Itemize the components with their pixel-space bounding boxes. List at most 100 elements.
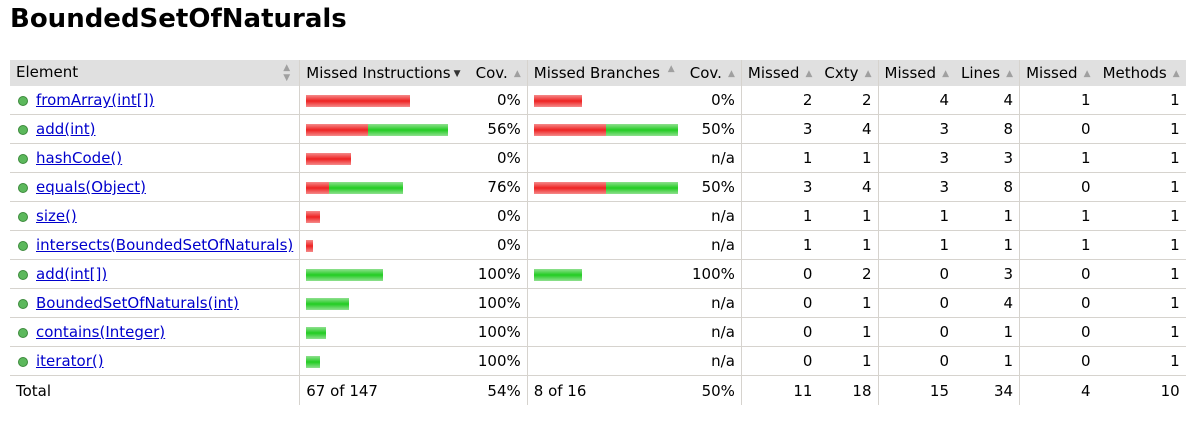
missed-methods-cell: 1	[1019, 201, 1097, 231]
header-missed-methods[interactable]: Missed ▲	[1019, 60, 1097, 86]
table-row: size() 0% n/a 1 1 1 1 1 1	[10, 201, 1186, 231]
instructions-cov: 0%	[469, 143, 528, 173]
cxty-cell: 4	[818, 114, 879, 144]
sort-icon: ▲	[1083, 68, 1091, 79]
header-methods[interactable]: Methods ▲	[1096, 60, 1186, 86]
cxty-cell: 1	[818, 288, 879, 318]
instructions-missed-segment	[306, 94, 411, 107]
method-link[interactable]: contains(Integer)	[36, 323, 166, 341]
instructions-coverage-bar	[306, 181, 404, 194]
missed-lines-cell: 3	[877, 143, 956, 173]
method-link[interactable]: equals(Object)	[36, 178, 146, 196]
methods-cell: 1	[1096, 259, 1186, 289]
method-link[interactable]: fromArray(int[])	[36, 91, 155, 109]
instructions-cov: 100%	[469, 288, 528, 318]
instructions-bar-cell	[299, 346, 470, 376]
header-lines[interactable]: Lines ▲	[955, 60, 1020, 86]
header-missed-branches-label: Missed Branches	[533, 64, 660, 82]
method-link[interactable]: hashCode()	[36, 149, 123, 167]
table-row: equals(Object) 76% 50% 3 4 3 8 0 1	[10, 172, 1186, 202]
lines-cell: 4	[955, 288, 1020, 318]
header-missed-instructions[interactable]: Missed Instructions ▼	[299, 60, 470, 86]
missed-lines-cell: 1	[877, 201, 956, 231]
instructions-cov: 0%	[469, 201, 528, 231]
branches-cov: 100%	[683, 259, 742, 289]
missed-lines-cell: 0	[877, 259, 956, 289]
method-link[interactable]: intersects(BoundedSetOfNaturals)	[36, 236, 294, 254]
table-row: hashCode() 0% n/a 1 1 3 3 1 1	[10, 143, 1186, 173]
header-cov-instructions[interactable]: Cov. ▲	[469, 60, 528, 86]
branches-missed-segment	[533, 94, 582, 107]
sort-icon: ▲	[727, 68, 735, 79]
instructions-coverage-bar	[306, 239, 314, 252]
missed-cxty-cell: 3	[740, 114, 819, 144]
header-cov-branches[interactable]: Cov. ▲	[683, 60, 742, 86]
coverage-table: Element ▲ ▼ Missed Instructions ▼ Cov. ▲ Mis…	[10, 60, 1186, 405]
total-label: Total	[16, 381, 52, 400]
methods-cell: 1	[1096, 172, 1186, 202]
total-cov1: 54%	[487, 381, 521, 400]
header-missed-branches[interactable]: Missed Branches ▲	[526, 60, 684, 86]
instructions-covered-segment	[306, 355, 321, 368]
total-cxty: 18	[852, 381, 872, 400]
branches-missed-segment	[533, 123, 606, 136]
sort-icon: ▲	[513, 68, 521, 79]
total-row: Total 67 of 147 54% 8 of 16 50% 11 18 15…	[10, 375, 1186, 405]
method-icon	[18, 269, 28, 280]
instructions-coverage-bar	[306, 94, 411, 107]
header-element[interactable]: Element ▲ ▼	[10, 60, 300, 86]
header-row: Element ▲ ▼ Missed Instructions ▼ Cov. ▲ Mis…	[10, 60, 1186, 86]
branches-bar-cell	[526, 346, 684, 376]
instructions-coverage-bar	[306, 297, 350, 310]
method-link[interactable]: size()	[36, 207, 77, 225]
missed-cxty-cell: 0	[740, 346, 819, 376]
missed-methods-cell: 0	[1019, 346, 1097, 376]
instructions-coverage-bar	[306, 210, 321, 223]
instructions-missed-segment	[306, 239, 314, 252]
instructions-bar-cell	[299, 288, 470, 318]
branches-bar-cell	[526, 86, 684, 115]
instructions-covered-segment	[306, 297, 350, 310]
header-missed-cxty-label: Missed	[747, 64, 800, 82]
cxty-cell: 2	[818, 86, 879, 115]
header-cxty[interactable]: Cxty ▲	[818, 60, 879, 86]
method-icon	[18, 211, 28, 222]
branches-coverage-bar	[533, 268, 582, 281]
branches-cov: n/a	[683, 317, 742, 347]
table-row: fromArray(int[]) 0% 0% 2 2 4 4 1 1	[10, 86, 1186, 115]
table-row: BoundedSetOfNaturals(int) 100% n/a 0 1 0 4 0 1	[10, 288, 1186, 318]
element-cell: size()	[10, 201, 300, 231]
branches-cov: n/a	[683, 143, 742, 173]
instructions-missed-segment	[306, 210, 321, 223]
branches-coverage-bar	[533, 123, 678, 136]
sort-icon: ▲ ▼	[283, 63, 291, 83]
header-missed-lines[interactable]: Missed ▲	[877, 60, 956, 86]
instructions-bar-cell	[299, 259, 470, 289]
header-lines-label: Lines	[961, 64, 1001, 82]
branches-cov: n/a	[683, 346, 742, 376]
method-link[interactable]: add(int)	[36, 120, 96, 138]
method-icon	[18, 153, 28, 164]
method-icon	[18, 124, 28, 135]
method-link[interactable]: BoundedSetOfNaturals(int)	[36, 294, 239, 312]
missed-lines-cell: 3	[877, 172, 956, 202]
instructions-missed-segment	[306, 123, 369, 136]
instructions-cov: 100%	[469, 317, 528, 347]
method-link[interactable]: add(int[])	[36, 265, 108, 283]
header-missed-methods-label: Missed	[1026, 64, 1078, 82]
sort-icon: ▲	[667, 64, 675, 74]
element-cell: BoundedSetOfNaturals(int)	[10, 288, 300, 318]
sort-icon: ▲	[1006, 68, 1014, 79]
branches-bar-cell	[526, 201, 684, 231]
branches-covered-segment	[605, 123, 678, 136]
total-missed-methods: 4	[1019, 375, 1097, 405]
header-missed-cxty[interactable]: Missed ▲	[740, 60, 819, 86]
branches-cov: n/a	[683, 201, 742, 231]
lines-cell: 8	[955, 172, 1020, 202]
header-cxty-label: Cxty	[824, 64, 859, 82]
branches-covered-segment	[605, 181, 678, 194]
branches-bar-cell	[526, 317, 684, 347]
element-cell: fromArray(int[])	[10, 86, 300, 115]
method-link[interactable]: iterator()	[36, 352, 104, 370]
element-cell: iterator()	[10, 346, 300, 376]
